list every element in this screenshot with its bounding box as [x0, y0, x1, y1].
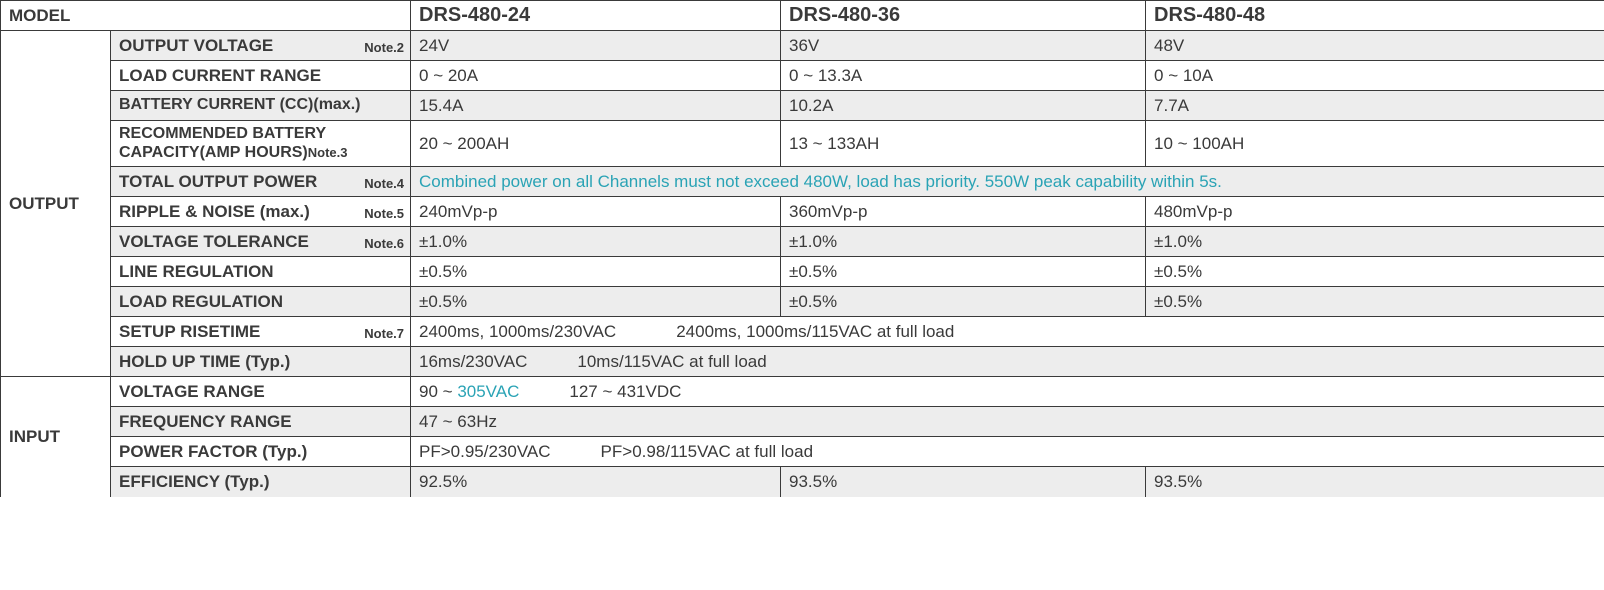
col-header-2: DRS-480-36: [781, 1, 1146, 31]
param-text: RIPPLE & NOISE (max.): [119, 202, 310, 221]
val: 93.5%: [781, 467, 1146, 497]
val: 92.5%: [411, 467, 781, 497]
param-setup-rise: SETUP RISETIME Note.7: [111, 317, 411, 347]
param-voltage-range: VOLTAGE RANGE: [111, 377, 411, 407]
val: 480mVp-p: [1146, 197, 1604, 227]
val: 24V: [411, 31, 781, 61]
val-span: PF>0.95/230VAC PF>0.98/115VAC at full loa…: [411, 437, 1604, 467]
row-load-current: LOAD CURRENT RANGE 0 ~ 20A 0 ~ 13.3A 0 ~…: [1, 61, 1604, 91]
param-hold-up: HOLD UP TIME (Typ.): [111, 347, 411, 377]
row-setup-rise: SETUP RISETIME Note.7 2400ms, 1000ms/230…: [1, 317, 1604, 347]
param-output-voltage: OUTPUT VOLTAGE Note.2: [111, 31, 411, 61]
row-rec-batt-cap: RECOMMENDED BATTERY CAPACITY(AMP HOURS)N…: [1, 121, 1604, 167]
row-line-reg: LINE REGULATION ±0.5% ±0.5% ±0.5%: [1, 257, 1604, 287]
val: 15.4A: [411, 91, 781, 121]
col-header-3: DRS-480-48: [1146, 1, 1604, 31]
val: 10 ~ 100AH: [1146, 121, 1604, 167]
param-voltage-tol: VOLTAGE TOLERANCE Note.6: [111, 227, 411, 257]
val: ±1.0%: [411, 227, 781, 257]
row-ripple-noise: RIPPLE & NOISE (max.) Note.5 240mVp-p 36…: [1, 197, 1604, 227]
val: 20 ~ 200AH: [411, 121, 781, 167]
row-battery-current: BATTERY CURRENT (CC)(max.) 15.4A 10.2A 7…: [1, 91, 1604, 121]
val-text: 2400ms, 1000ms/115VAC at full load: [676, 322, 954, 341]
param-battery-current: BATTERY CURRENT (CC)(max.): [111, 91, 411, 121]
val-text: 16ms/230VAC: [419, 352, 527, 371]
row-efficiency: EFFICIENCY (Typ.) 92.5% 93.5% 93.5%: [1, 467, 1604, 497]
row-power-factor: POWER FACTOR (Typ.) PF>0.95/230VACPF>0.9…: [1, 437, 1604, 467]
val-span: 47 ~ 63Hz: [411, 407, 1604, 437]
section-output: OUTPUT: [1, 31, 111, 377]
row-total-output-power: TOTAL OUTPUT POWER Note.4 Combined power…: [1, 167, 1604, 197]
val: ±0.5%: [1146, 287, 1604, 317]
param-text: OUTPUT VOLTAGE: [119, 36, 273, 55]
val: 10.2A: [781, 91, 1146, 121]
row-hold-up: HOLD UP TIME (Typ.) 16ms/230VAC 10ms/115V…: [1, 347, 1604, 377]
note-text: Note.6: [364, 237, 404, 252]
param-freq-range: FREQUENCY RANGE: [111, 407, 411, 437]
val-text: PF>0.98/115VAC at full load: [601, 442, 813, 461]
val: 360mVp-p: [781, 197, 1146, 227]
val-text: 2400ms, 1000ms/230VAC: [419, 322, 616, 341]
spec-table: MODEL DRS-480-24 DRS-480-36 DRS-480-48 O…: [0, 0, 1604, 497]
param-load-current: LOAD CURRENT RANGE: [111, 61, 411, 91]
val: ±0.5%: [411, 287, 781, 317]
row-output-voltage: OUTPUT OUTPUT VOLTAGE Note.2 24V 36V 48V: [1, 31, 1604, 61]
val-text: 127 ~ 431VDC: [569, 382, 681, 401]
val-span: 2400ms, 1000ms/230VAC 2400ms, 1000ms/115V…: [411, 317, 1604, 347]
row-load-reg: LOAD REGULATION ±0.5% ±0.5% ±0.5%: [1, 287, 1604, 317]
val: 48V: [1146, 31, 1604, 61]
val: ±0.5%: [411, 257, 781, 287]
val: 93.5%: [1146, 467, 1604, 497]
section-input: INPUT: [1, 377, 111, 497]
val-text: PF>0.95/230VAC: [419, 442, 551, 461]
col-header-1: DRS-480-24: [411, 1, 781, 31]
val-span: 16ms/230VAC 10ms/115VAC at full load: [411, 347, 1604, 377]
param-efficiency: EFFICIENCY (Typ.): [111, 467, 411, 497]
table-header-row: MODEL DRS-480-24 DRS-480-36 DRS-480-48: [1, 1, 1604, 31]
val: 36V: [781, 31, 1146, 61]
val: ±1.0%: [1146, 227, 1604, 257]
val: 0 ~ 13.3A: [781, 61, 1146, 91]
val: ±0.5%: [1146, 257, 1604, 287]
param-power-factor: POWER FACTOR (Typ.): [111, 437, 411, 467]
val: 240mVp-p: [411, 197, 781, 227]
row-voltage-range: INPUT VOLTAGE RANGE 90 ~ 305VAC127 ~ 431…: [1, 377, 1604, 407]
param-text: SETUP RISETIME: [119, 322, 260, 341]
val: 0 ~ 20A: [411, 61, 781, 91]
val: ±0.5%: [781, 257, 1146, 287]
param-text: CAPACITY(AMP HOURS): [119, 144, 308, 161]
val-span: 90 ~ 305VAC 127 ~ 431VDC: [411, 377, 1604, 407]
param-text: TOTAL OUTPUT POWER: [119, 172, 317, 191]
note-text: Note.4: [364, 177, 404, 192]
param-ripple-noise: RIPPLE & NOISE (max.) Note.5: [111, 197, 411, 227]
param-total-output-power: TOTAL OUTPUT POWER Note.4: [111, 167, 411, 197]
note-text: Note.7: [364, 327, 404, 342]
val-text: 90 ~: [419, 382, 457, 401]
row-voltage-tol: VOLTAGE TOLERANCE Note.6 ±1.0% ±1.0% ±1.…: [1, 227, 1604, 257]
model-header: MODEL: [1, 1, 411, 31]
row-freq-range: FREQUENCY RANGE 47 ~ 63Hz: [1, 407, 1604, 437]
val: ±1.0%: [781, 227, 1146, 257]
param-text: VOLTAGE TOLERANCE: [119, 232, 309, 251]
note-text: Note.2: [364, 41, 404, 56]
note-text: Note.5: [364, 207, 404, 222]
val: 13 ~ 133AH: [781, 121, 1146, 167]
param-load-reg: LOAD REGULATION: [111, 287, 411, 317]
param-text: RECOMMENDED BATTERY: [119, 125, 326, 142]
val: ±0.5%: [781, 287, 1146, 317]
val-text: 10ms/115VAC at full load: [577, 352, 766, 371]
val-text-teal: 305VAC: [457, 382, 519, 401]
val: 0 ~ 10A: [1146, 61, 1604, 91]
note-text: Note.3: [308, 145, 348, 160]
param-line-reg: LINE REGULATION: [111, 257, 411, 287]
val: 7.7A: [1146, 91, 1604, 121]
param-rec-batt-cap: RECOMMENDED BATTERY CAPACITY(AMP HOURS)N…: [111, 121, 411, 167]
val-span: Combined power on all Channels must not …: [411, 167, 1604, 197]
